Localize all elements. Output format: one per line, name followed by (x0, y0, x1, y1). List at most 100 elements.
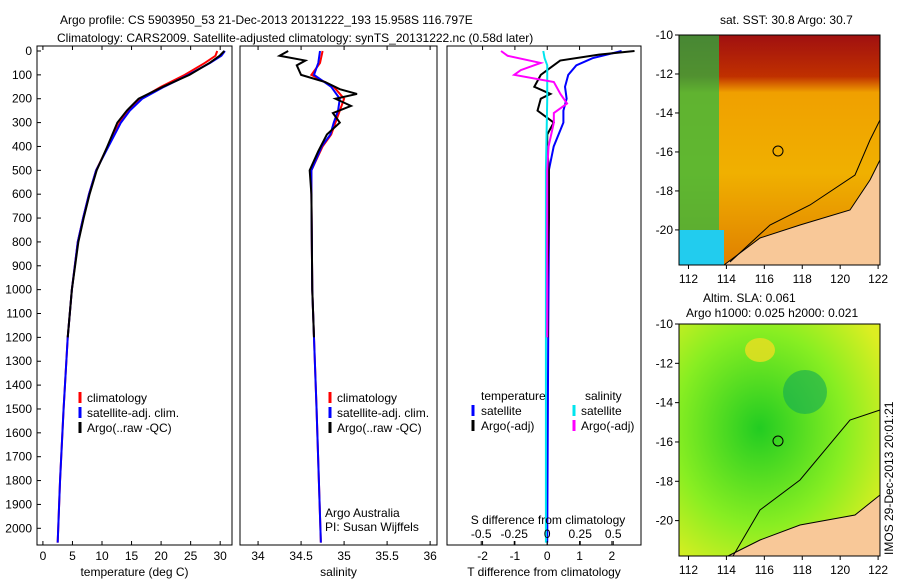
temp-xtick-label: 15 (125, 549, 139, 563)
sst-title: sat. SST: 30.8 Argo: 30.7 (720, 13, 853, 27)
legend-label: climatology (87, 391, 147, 405)
depth-tick-label: 100 (12, 68, 32, 82)
legend-label: Argo(..raw -QC) (337, 421, 422, 435)
diff-xlabel: T difference from climatology (467, 565, 621, 579)
sla-lon-label: 118 (793, 563, 812, 577)
series-line-climatology (309, 50, 346, 543)
depth-tick-label: 200 (12, 92, 32, 106)
sla-lat-label: -20 (656, 514, 674, 528)
sla-lat-label: -14 (656, 396, 674, 410)
sla-title: Altim. SLA: 0.061 (703, 291, 796, 305)
sal-xtick-label: 36 (423, 549, 437, 563)
depth-tick-label: 700 (12, 211, 32, 225)
depth-tick-label: 500 (12, 163, 32, 177)
temp-xtick-label: 5 (69, 549, 76, 563)
sst-lon-label: 118 (793, 272, 812, 286)
depth-tick-label: 1900 (5, 497, 32, 511)
depth-tick-label: 1700 (5, 450, 32, 464)
legend-t-label: temperature (481, 389, 546, 403)
sla-lon-label: 122 (868, 563, 888, 577)
sst-lon-label: 120 (830, 272, 850, 286)
sal-xtick-label: 35.5 (375, 549, 399, 563)
diff-xtick-label: -2 (477, 549, 488, 563)
credit-stamp: IMOS 29-Dec-2013 20:01:21 (882, 401, 896, 555)
temp-xtick-label: 10 (95, 549, 109, 563)
sst-lon-label: 112 (679, 272, 698, 286)
sst-lon-label: 116 (755, 272, 774, 286)
depth-tick-label: 300 (12, 116, 32, 130)
sst-map: sat. SST: 30.8 Argo: 30.7 (678, 13, 881, 266)
sla-lat-label: -12 (656, 356, 674, 370)
legend-label: Argo(..raw -QC) (87, 421, 172, 435)
depth-tick-label: 1100 (6, 307, 32, 321)
sst-lon-label: 122 (868, 272, 888, 286)
series-line-t-satellite (546, 50, 622, 543)
legend-s-label: satellite (581, 404, 622, 418)
depth-tick-label: 1400 (5, 378, 32, 392)
depth-tick-label: 600 (12, 187, 32, 201)
sst-lat-label: -16 (656, 145, 674, 159)
temp-xtick-label: 20 (154, 549, 168, 563)
sla-lon-label: 120 (830, 563, 850, 577)
temp-xlabel: temperature (deg C) (80, 565, 188, 579)
series-line-s-satellite (542, 50, 549, 543)
legend-label: satellite-adj. clim. (337, 406, 429, 420)
title-line-1: Argo profile: CS 5903950_53 21-Dec-2013 … (60, 13, 473, 27)
sla-lat-label: -16 (656, 435, 674, 449)
sla-lat-label: -18 (656, 474, 674, 488)
depth-tick-label: 1500 (5, 402, 32, 416)
sst-lat-label: -12 (656, 67, 674, 81)
sla-lon-label: 112 (679, 563, 698, 577)
s-xlabel: S difference from climatology (471, 513, 626, 527)
sla-low-anomaly (783, 370, 827, 414)
sal-axes-frame (239, 45, 438, 546)
series-line-argo-raw-qc- (276, 50, 358, 338)
depth-tick-label: 1200 (5, 330, 32, 344)
depth-tick-label: 400 (12, 139, 32, 153)
s-xtick-label: 0.5 (605, 527, 622, 541)
sla-map: Altim. SLA: 0.061 Argo h1000: 0.025 h200… (678, 291, 881, 557)
sst-frame (678, 34, 881, 266)
sal-xtick-label: 34.5 (289, 549, 313, 563)
sla-lat-label: -10 (656, 317, 674, 331)
diff-xtick-label: 1 (576, 549, 583, 563)
sla-frame (678, 323, 881, 557)
sst-lon-label: 114 (717, 272, 736, 286)
legend-t-label: Argo(-adj) (481, 419, 534, 433)
depth-tick-label: 1000 (5, 283, 32, 297)
sla-high-anomaly (745, 338, 775, 362)
depth-tick-label: 1600 (5, 426, 32, 440)
diff-xtick-label: -1 (510, 549, 521, 563)
series-line-satellite-adj-clim- (56, 50, 226, 543)
sst-lat-label: -14 (656, 106, 674, 120)
sla-bathymetry-contour (732, 409, 881, 557)
temp-xtick-label: 0 (40, 549, 47, 563)
sst-lat-label: -10 (656, 28, 674, 42)
sla-lon-label: 114 (717, 563, 736, 577)
sst-lat-label: -20 (656, 223, 674, 237)
temp-xtick-label: 25 (184, 549, 198, 563)
sst-argo-marker (772, 145, 784, 157)
diff-xtick-label: 0 (544, 549, 551, 563)
depth-tick-label: 800 (12, 235, 32, 249)
sal-xlabel: salinity (320, 565, 357, 579)
annotation-institution: Argo Australia (325, 506, 400, 520)
s-xtick-label: -0.5 (471, 527, 492, 541)
diff-xtick-label: 2 (609, 549, 616, 563)
depth-tick-label: 2000 (5, 521, 32, 535)
sal-xtick-label: 35 (337, 549, 351, 563)
legend-label: satellite-adj. clim. (87, 406, 179, 420)
s-xtick-label: 0.25 (569, 527, 593, 541)
legend-label: climatology (337, 391, 397, 405)
sst-lat-label: -18 (656, 184, 674, 198)
series-line-t-argo-adj- (532, 50, 635, 338)
annotation-pi: PI: Susan Wijffels (325, 520, 419, 534)
series-line-climatology (56, 50, 219, 543)
legend-t-label: satellite (481, 404, 522, 418)
diff-axes-frame (446, 45, 642, 546)
sst-cool-region (679, 35, 719, 235)
depth-tick-label: 1300 (5, 354, 32, 368)
series-line-s-argo-adj- (500, 50, 569, 338)
title-line-2: Climatology: CARS2009. Satellite-adjuste… (57, 31, 533, 45)
